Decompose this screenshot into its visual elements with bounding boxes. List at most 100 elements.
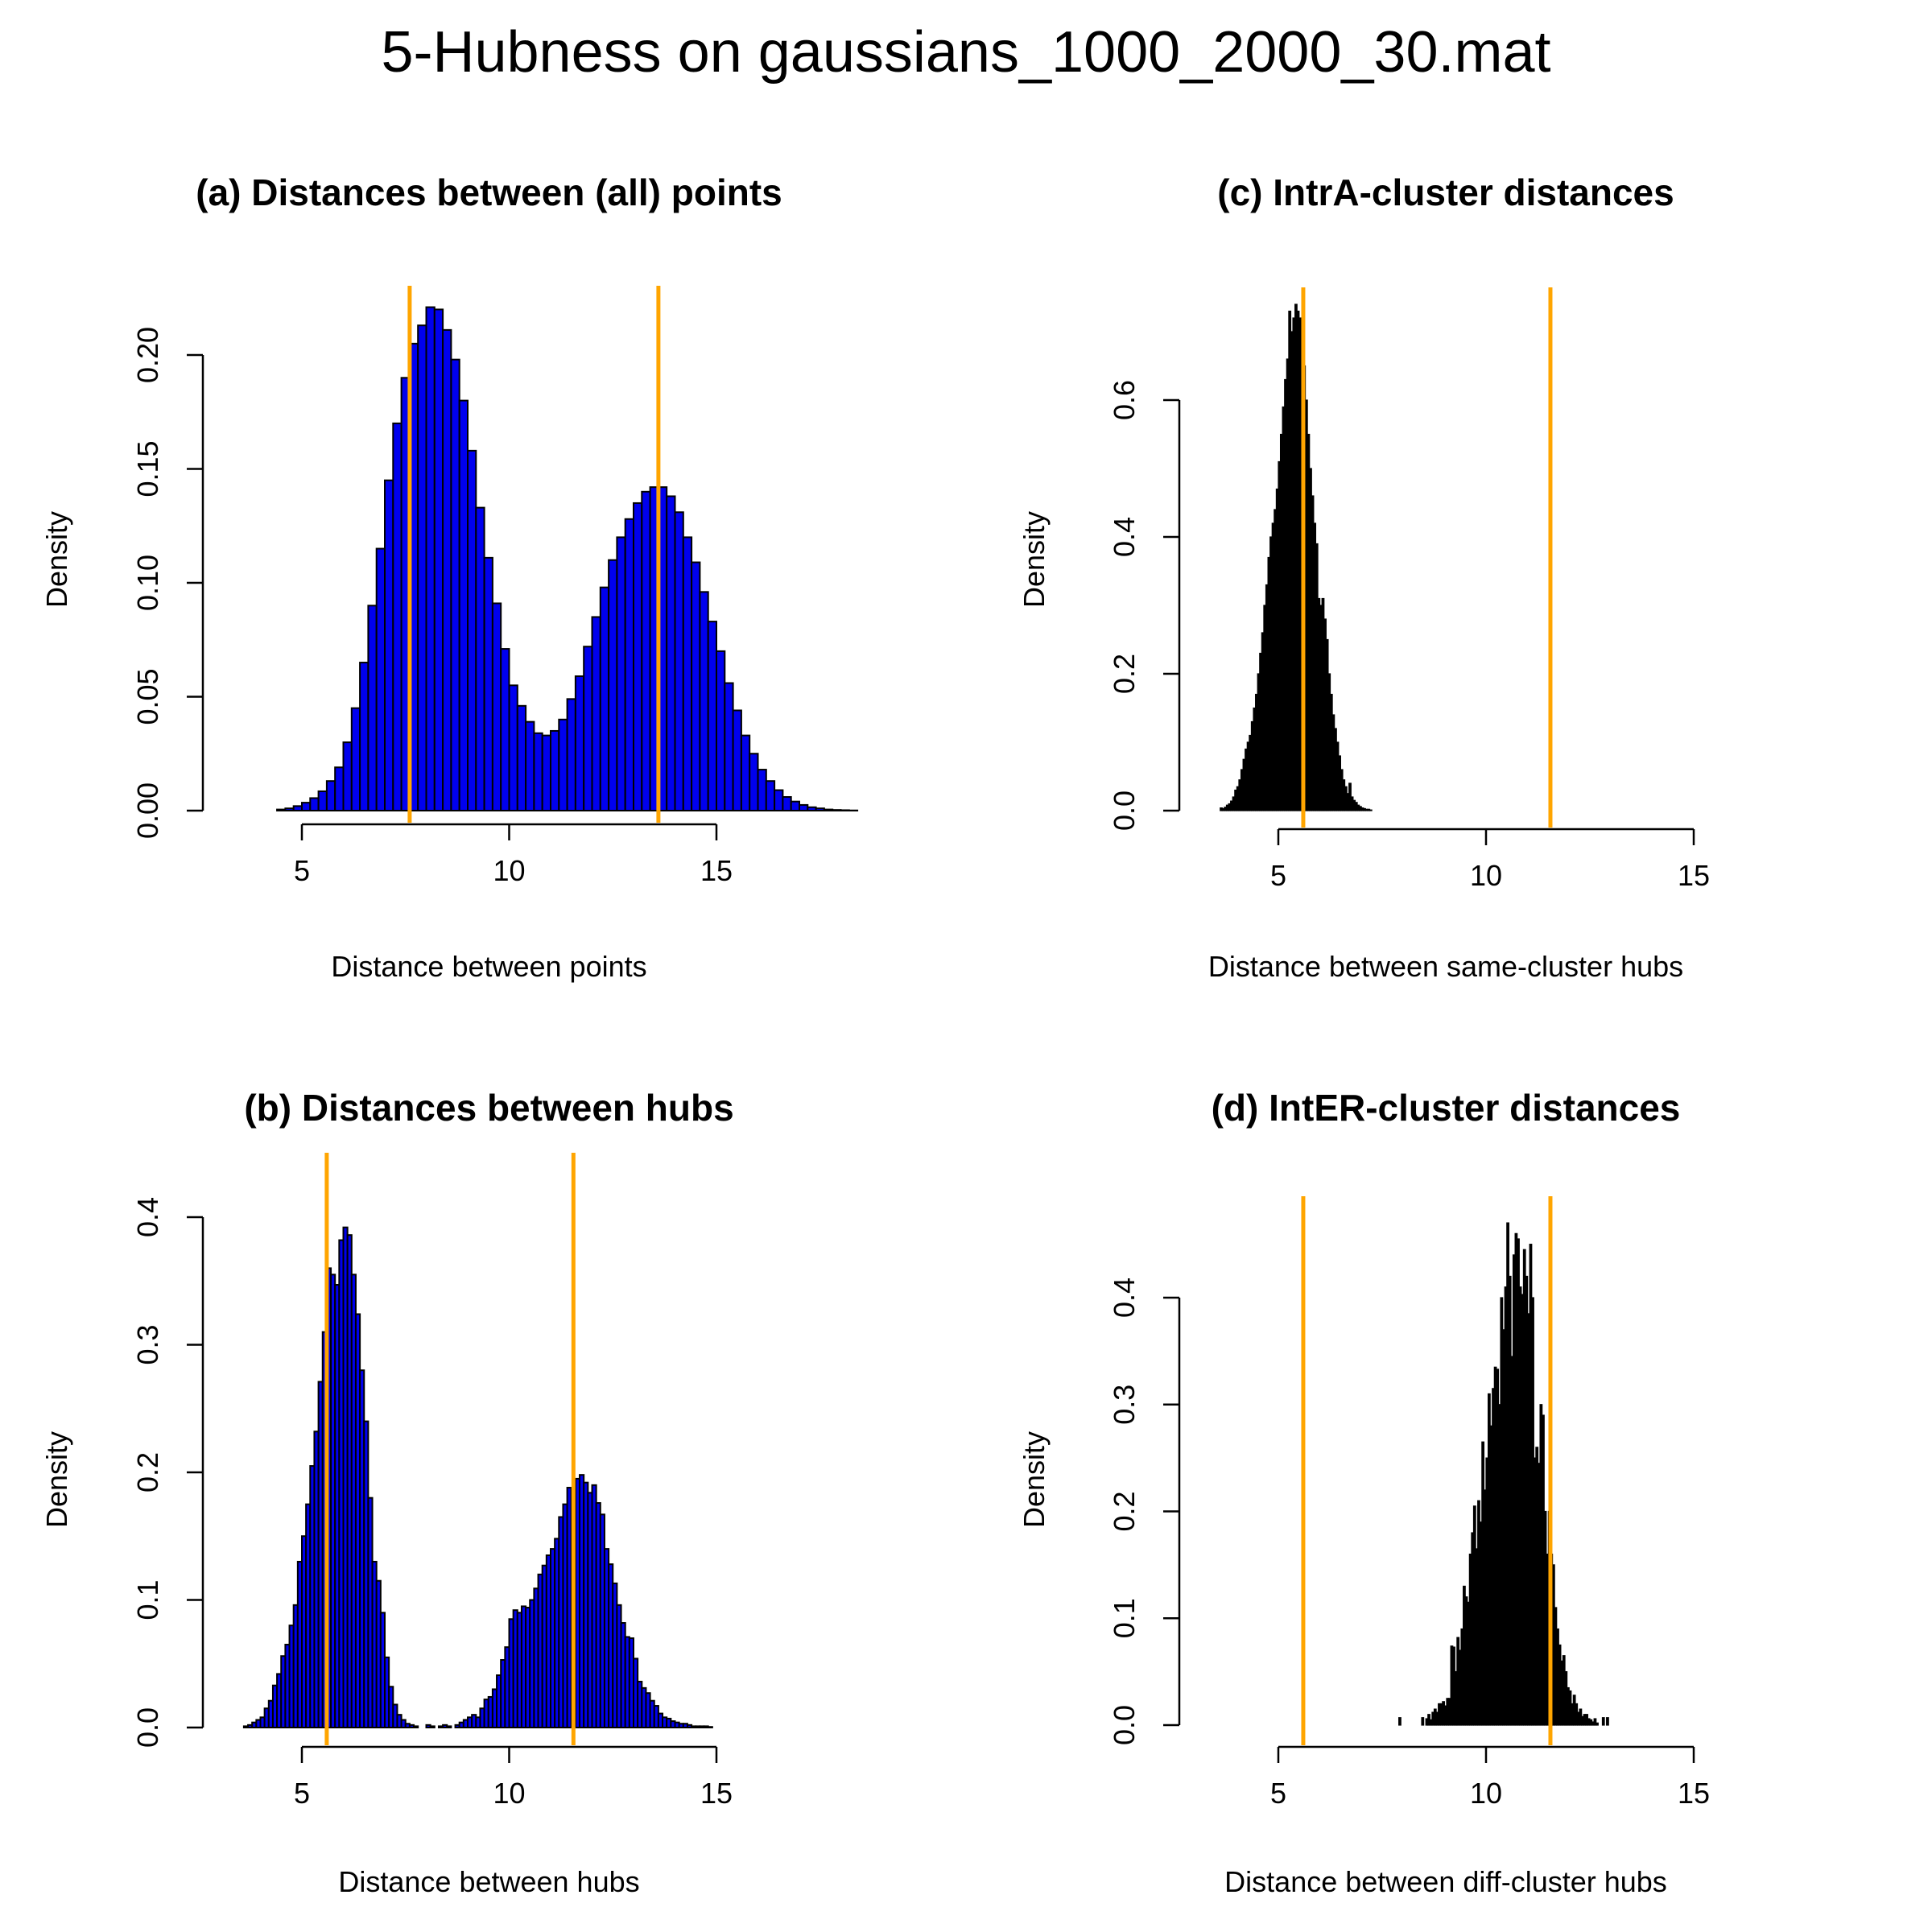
histogram-bar xyxy=(500,648,510,811)
y-tick-label: 0.20 xyxy=(131,327,164,383)
histogram-bar xyxy=(508,684,518,811)
histogram-bar xyxy=(624,518,635,811)
histogram-bar xyxy=(359,662,369,811)
y-tick-label: 0.1 xyxy=(1108,1598,1141,1638)
histogram-bar xyxy=(749,753,759,811)
x-tick-label: 15 xyxy=(700,1777,733,1810)
histogram-bar xyxy=(707,621,718,811)
histogram-bar xyxy=(732,709,742,811)
y-tick-label: 0.05 xyxy=(131,668,164,724)
histogram-bar xyxy=(284,807,295,811)
y-tick-label: 0.0 xyxy=(1108,1705,1141,1745)
y-tick-label: 0.4 xyxy=(1108,517,1141,557)
histogram-bar xyxy=(608,559,618,811)
panel-title: (c) IntrA-cluster distances xyxy=(1217,171,1674,213)
histogram-bar xyxy=(541,734,552,811)
y-axis-label: Density xyxy=(1018,1431,1051,1528)
histogram-bar xyxy=(446,1725,452,1728)
histogram-bar xyxy=(392,422,402,812)
histogram-bar xyxy=(807,806,817,811)
histogram-bar xyxy=(823,808,834,812)
histogram-bar xyxy=(674,511,684,812)
y-tick-label: 0.2 xyxy=(1108,654,1141,694)
x-tick-label: 5 xyxy=(1270,859,1286,892)
histogram-bar xyxy=(1368,809,1373,811)
y-axis-label: Density xyxy=(40,511,73,608)
x-tick-label: 10 xyxy=(1470,859,1502,892)
histogram-bar xyxy=(616,536,626,812)
y-axis-label: Density xyxy=(1018,511,1051,608)
histogram-bar xyxy=(334,766,345,811)
histogram-bar xyxy=(367,605,378,811)
histogram-bar xyxy=(342,741,353,811)
histogram-bar xyxy=(591,616,601,812)
x-tick-label: 10 xyxy=(493,1777,525,1810)
y-tick-label: 0.0 xyxy=(131,1707,164,1748)
x-tick-label: 5 xyxy=(294,854,310,887)
x-axis-label: Distance between diff-cluster hubs xyxy=(1224,1865,1667,1898)
histogram-bar xyxy=(525,720,535,812)
x-tick-label: 10 xyxy=(1470,1777,1502,1810)
x-axis-label: Distance between same-cluster hubs xyxy=(1208,950,1683,983)
histogram-bar xyxy=(815,807,825,811)
x-tick-label: 15 xyxy=(1678,859,1710,892)
y-tick-label: 0.10 xyxy=(131,555,164,611)
histogram-bar xyxy=(641,490,651,811)
x-tick-label: 15 xyxy=(1678,1777,1710,1810)
y-tick-label: 0.3 xyxy=(1108,1385,1141,1425)
histogram-bar xyxy=(425,306,436,811)
x-tick-label: 5 xyxy=(294,1777,310,1810)
histogram-bar xyxy=(740,734,751,811)
histogram-bar xyxy=(442,328,452,811)
y-tick-label: 0.3 xyxy=(131,1324,164,1364)
histogram-bar xyxy=(707,1726,713,1728)
histogram-bar xyxy=(574,675,585,812)
histogram-bar xyxy=(533,732,543,812)
y-tick-label: 0.2 xyxy=(131,1452,164,1492)
histogram-bar xyxy=(317,790,328,812)
x-tick-label: 15 xyxy=(700,854,733,887)
y-tick-label: 0.4 xyxy=(131,1197,164,1237)
histogram-bar xyxy=(1596,1722,1599,1726)
histogram-bar xyxy=(433,308,444,811)
histogram-bar xyxy=(516,704,527,811)
histogram-bar xyxy=(417,324,427,811)
histogram-bar xyxy=(1601,1717,1605,1726)
histogram-bar xyxy=(292,805,303,812)
x-tick-label: 10 xyxy=(493,854,525,887)
y-tick-label: 0.6 xyxy=(1108,380,1141,420)
y-tick-label: 0.00 xyxy=(131,782,164,839)
histogram-bar xyxy=(325,780,336,812)
histogram-bar xyxy=(799,803,809,811)
histogram-bar xyxy=(276,808,287,812)
histogram-bar xyxy=(666,495,676,812)
histogram-bar xyxy=(691,561,701,812)
x-axis-label: Distance between points xyxy=(331,950,646,983)
histogram-bar xyxy=(765,780,776,812)
histogram-bar xyxy=(583,646,593,811)
y-tick-label: 0.2 xyxy=(1108,1491,1141,1531)
y-tick-label: 0.15 xyxy=(131,440,164,497)
histogram-bar xyxy=(699,591,709,811)
histogram-bar xyxy=(558,718,568,811)
histogram-bar xyxy=(384,479,394,812)
panel-title: (a) Distances between (all) points xyxy=(196,171,782,213)
histogram-bar xyxy=(790,800,801,811)
y-tick-label: 0.4 xyxy=(1108,1278,1141,1318)
histogram-bar xyxy=(458,399,469,811)
x-axis-label: Distance between hubs xyxy=(338,1865,639,1898)
histogram-bar xyxy=(774,789,784,812)
histogram-bar xyxy=(429,1725,436,1728)
figure-title: 5-Hubness on gaussians_1000_2000_30.mat xyxy=(381,20,1551,85)
histogram-bar xyxy=(682,536,693,812)
histogram-bar xyxy=(301,802,312,811)
histogram-bar xyxy=(716,650,726,812)
histogram-bar xyxy=(599,586,610,811)
histogram-bar xyxy=(483,556,493,811)
histogram-bar xyxy=(633,502,643,811)
histogram-bar xyxy=(724,682,734,812)
histogram-bar xyxy=(491,602,502,811)
histogram-bar xyxy=(1593,1718,1597,1726)
x-tick-label: 5 xyxy=(1270,1777,1286,1810)
histogram-bar xyxy=(1398,1717,1402,1726)
